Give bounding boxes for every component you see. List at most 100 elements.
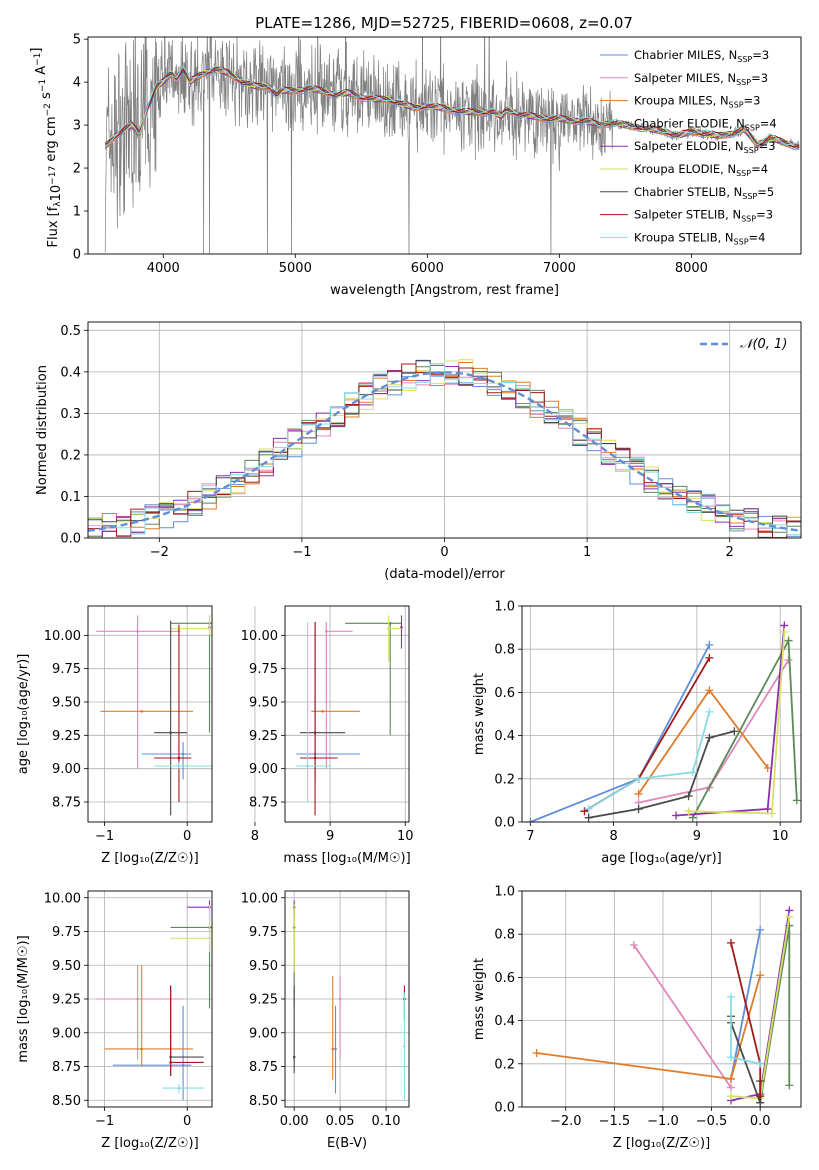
y-tick-label: 9.00 bbox=[52, 762, 81, 777]
y-axis-label-part: erg cm bbox=[44, 116, 59, 165]
x-tick-label: −1 bbox=[292, 545, 311, 560]
legend-subscript: SSP bbox=[737, 55, 752, 64]
y-tick-label: 0.2 bbox=[60, 448, 81, 463]
series-marker-chabrier-stelib bbox=[705, 733, 714, 742]
series-marker-kroupa-stelib bbox=[584, 805, 593, 814]
y-tick-label: 10.00 bbox=[241, 629, 278, 644]
legend-text: =3 bbox=[756, 208, 773, 222]
legend-text: =4 bbox=[751, 162, 768, 176]
series-marker-salpeter-stelib bbox=[727, 938, 736, 947]
point-chabrier-miles bbox=[334, 1047, 337, 1051]
gaussian-curve bbox=[88, 371, 801, 532]
y-tick-label: 0.8 bbox=[494, 643, 515, 658]
x-tick-label: 0.10 bbox=[372, 1114, 401, 1129]
point-chabrier-stelib bbox=[292, 1055, 296, 1059]
x-tick-label: −2.0 bbox=[550, 1114, 582, 1129]
x-tick-label: −1.5 bbox=[599, 1114, 631, 1129]
legend-text: =4 bbox=[760, 116, 777, 130]
y-axis-label-part: A bbox=[34, 66, 49, 79]
legend-subscript: SSP bbox=[734, 237, 749, 246]
legend-label-chabrier-stelib: Chabrier STELIB, NSSP=5 bbox=[634, 185, 774, 201]
series-marker-chabrier-elodie bbox=[785, 1081, 794, 1090]
legend-label-chabrier-elodie: Chabrier ELODIE, NSSP=4 bbox=[634, 116, 777, 132]
y-tick-label: 9.75 bbox=[249, 662, 278, 677]
point-kroupa-miles bbox=[331, 1047, 335, 1051]
y-axis-label-part: −1 bbox=[38, 79, 48, 92]
series-marker-chabrier-miles bbox=[526, 818, 535, 822]
point-salpeter-miles bbox=[136, 997, 139, 1001]
y-tick-label: 8.75 bbox=[249, 796, 278, 811]
series-marker-salpeter-miles bbox=[727, 1083, 736, 1092]
series-marker-kroupa-stelib bbox=[688, 768, 697, 777]
series-marker-salpeter-miles bbox=[629, 941, 638, 949]
y-tick-label: 9.25 bbox=[249, 993, 278, 1008]
x-axis-label: Z [log₁₀(Z/Z☉)] bbox=[101, 1136, 198, 1151]
series-marker-chabrier-stelib bbox=[730, 727, 739, 736]
y-tick-label: 10.00 bbox=[44, 891, 81, 906]
y-tick-label: 1.0 bbox=[494, 885, 515, 900]
series-marker-salpeter-elodie bbox=[763, 805, 772, 814]
series-marker-chabrier-stelib bbox=[684, 792, 693, 801]
y-tick-label: 9.25 bbox=[249, 729, 278, 744]
y-tick-label: 9.50 bbox=[52, 696, 81, 711]
axes-frame bbox=[87, 605, 213, 823]
series-marker-chabrier-stelib bbox=[584, 813, 593, 822]
legend-label-kroupa-elodie: Kroupa ELODIE, NSSP=4 bbox=[634, 162, 768, 178]
mass-vs-extinction-panel: 0.00 0.05 0.10 8.50 8.75 9.00 9.25 9.50 9.75 10.0… bbox=[241, 890, 410, 1151]
x-tick-label: 0 bbox=[440, 545, 448, 560]
series-marker-kroupa-stelib bbox=[727, 992, 736, 1001]
legend-subscript: SSP bbox=[744, 146, 759, 155]
y-tick-label: 8.50 bbox=[249, 1094, 278, 1109]
y-axis-label-part: 10 bbox=[49, 185, 64, 202]
y-tick-label: 9.75 bbox=[52, 662, 81, 677]
x-tick-label: 8000 bbox=[675, 261, 708, 276]
series-line-salpeter-miles bbox=[633, 944, 732, 1089]
series-marker-kroupa-miles bbox=[727, 1074, 736, 1083]
y-axis-label: Normed distribution bbox=[35, 365, 50, 495]
y-tick-label: 10.00 bbox=[44, 629, 81, 644]
model-line-chabrier-miles bbox=[104, 70, 800, 151]
legend-text: =3 bbox=[744, 94, 761, 108]
x-tick-label: 0.00 bbox=[280, 1114, 309, 1129]
figure-title: PLATE=1286, MJD=52725, FIBERID=0608, z=0… bbox=[255, 14, 633, 32]
point-kroupa-elodie bbox=[292, 936, 296, 940]
y-axis-label-part: −1 bbox=[33, 53, 43, 66]
x-tick-label: 9 bbox=[326, 829, 334, 844]
legend-text: Kroupa MILES, N bbox=[634, 94, 729, 108]
y-tick-label: 0.4 bbox=[494, 729, 515, 744]
legend-text: Chabrier MILES, N bbox=[634, 48, 737, 62]
x-tick-label: −1 bbox=[95, 1114, 114, 1129]
x-tick-label: 0 bbox=[183, 1114, 191, 1129]
y-tick-label: 0.4 bbox=[494, 1014, 515, 1029]
x-tick-label: 10 bbox=[772, 829, 789, 844]
point-kroupa-miles bbox=[140, 710, 144, 713]
axes-frame bbox=[521, 890, 802, 1108]
x-tick-label: 4000 bbox=[147, 261, 180, 276]
x-tick-label: 0 bbox=[183, 829, 191, 844]
x-axis-label: Z [log₁₀(Z/Z☉)] bbox=[101, 851, 198, 866]
legend-subscript: SSP bbox=[745, 123, 760, 132]
point-salpeter-stelib bbox=[169, 1061, 172, 1064]
mass-vs-Z-plot-area bbox=[96, 900, 212, 1101]
x-axis-label: Z [log₁₀(Z/Z☉)] bbox=[613, 1136, 710, 1151]
model-line-salpeter-elodie bbox=[104, 68, 800, 148]
legend-text: =3 bbox=[751, 71, 768, 85]
x-axis-label: wavelength [Angstrom, rest frame] bbox=[330, 283, 559, 298]
point-chabrier-miles bbox=[181, 752, 185, 756]
y-tick-label: 9.25 bbox=[52, 993, 81, 1008]
y-tick-label: 2 bbox=[73, 162, 81, 177]
legend-label-gaussian: 𝒩(0, 1) bbox=[740, 337, 787, 352]
y-tick-label: 0.2 bbox=[494, 1057, 515, 1072]
x-axis-label: age [log₁₀(age/yr)] bbox=[601, 851, 722, 866]
point-kroupa-miles bbox=[321, 710, 324, 713]
legend-label-kroupa-stelib: Kroupa STELIB, NSSP=4 bbox=[634, 230, 765, 246]
legend-subscript: SSP bbox=[741, 215, 756, 224]
age-vs-metallicity-panel: −1 0 8.75 9.00 9.25 9.50 9.75 10.00 Z [log₁₀(Z/Z… bbox=[16, 605, 213, 866]
series-marker-salpeter-stelib bbox=[756, 1092, 765, 1101]
y-axis-label-part: Flux [ bbox=[46, 211, 61, 247]
y-tick-label: 8.75 bbox=[249, 1060, 278, 1075]
y-tick-label: 9.75 bbox=[249, 925, 278, 940]
y-tick-label: 3 bbox=[73, 119, 81, 134]
